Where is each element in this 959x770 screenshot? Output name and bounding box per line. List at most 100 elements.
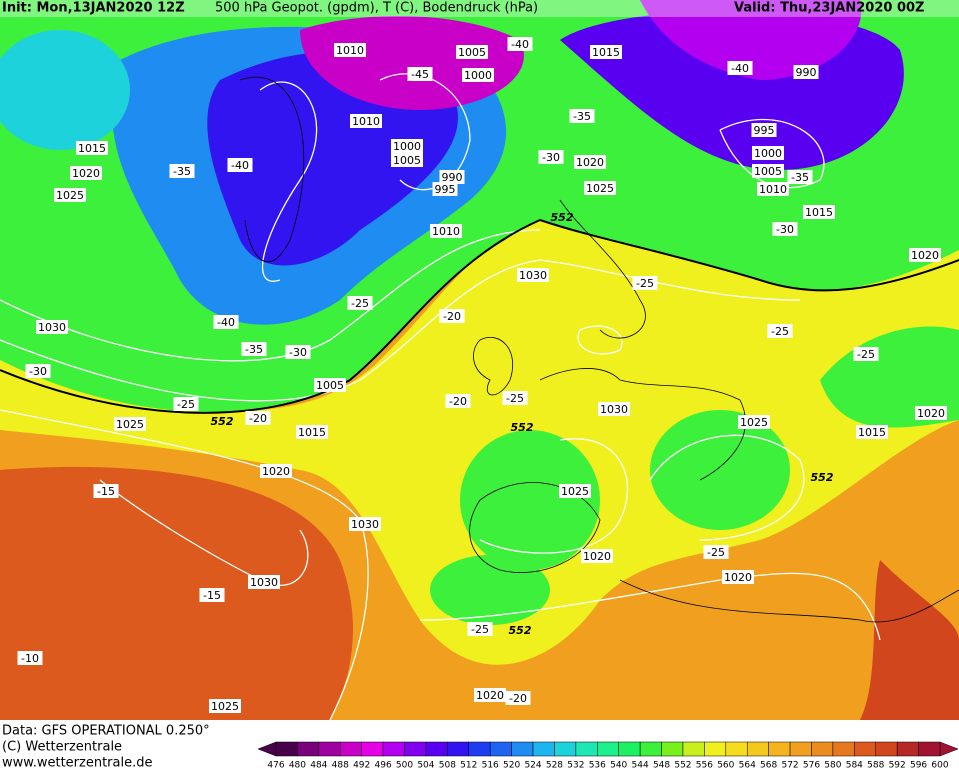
contour-label-box [507, 37, 533, 51]
contour-label: -30 [289, 346, 307, 359]
contour-label: 1025 [56, 189, 84, 202]
contour-label: 1010 [352, 115, 380, 128]
contour-label: 990 [796, 66, 817, 79]
contour-label-box [752, 146, 784, 160]
isobars [0, 73, 881, 720]
colorbar-label: 488 [332, 761, 349, 770]
contour-label-box [407, 67, 433, 81]
colorbar-swatch [575, 741, 598, 757]
colorbar-swatch [661, 741, 684, 757]
contour-label: 1015 [858, 426, 886, 439]
contour-label-box [517, 268, 549, 282]
colorbar-swatch [447, 741, 470, 757]
contour-label: 552 [811, 471, 834, 484]
contour-label: -25 [857, 348, 875, 361]
colorbar-label: 556 [696, 761, 713, 770]
contour-label-box [467, 622, 493, 636]
contour-label: -25 [636, 277, 654, 290]
colorbar-end [939, 741, 959, 757]
colorbar-swatch [704, 741, 727, 757]
contour-label: -30 [542, 151, 560, 164]
contour-label: -25 [707, 546, 725, 559]
colorbar: 476 480 484 488 492 496 500 504 508 512 516 520 524 5… [257, 741, 959, 770]
contour-label-box [793, 65, 819, 79]
contour-label-box [430, 224, 462, 238]
contour-label: -35 [173, 165, 191, 178]
contour-label-box [199, 588, 225, 602]
contour-label-box [772, 222, 798, 236]
contour-label: -10 [21, 652, 39, 665]
header-valid: Valid: Thu,23JAN2020 00Z [734, 1, 924, 16]
colorbar-label: 592 [889, 761, 906, 770]
contour-label-box [722, 570, 754, 584]
colorbar-end [257, 741, 277, 757]
contour-label-box [727, 61, 753, 75]
contour-label-box [502, 391, 528, 405]
contour-label: 1015 [78, 142, 106, 155]
contour-label: -20 [449, 395, 467, 408]
contour-label: 1030 [600, 403, 628, 416]
colorbar-label: 496 [375, 761, 392, 770]
contour-label: -35 [573, 110, 591, 123]
contour-label: -25 [177, 398, 195, 411]
colorbar-swatch [361, 741, 384, 757]
contour-label: 552 [551, 211, 574, 224]
contour-label: 1020 [262, 465, 290, 478]
contour-label-box [787, 170, 813, 184]
contour-label: 995 [754, 124, 775, 137]
header-bg [0, 0, 959, 17]
colorbar-label: 596 [910, 761, 927, 770]
contour-label: -40 [511, 38, 529, 51]
colorbar-swatch [682, 741, 705, 757]
colorbar-swatch [340, 741, 362, 757]
colorbar-swatch [297, 741, 320, 757]
contour-label: -35 [245, 343, 263, 356]
contour-label: -40 [217, 316, 235, 329]
contour-label-box [856, 425, 888, 439]
contour-label: 1025 [586, 182, 614, 195]
colorbar-label: 572 [781, 761, 798, 770]
colorbar-swatch [875, 741, 898, 757]
contour-label-box [751, 123, 777, 137]
contour-label: 1020 [576, 156, 604, 169]
field-green [460, 430, 600, 570]
contour-label-box [248, 575, 280, 589]
contour-label: 1005 [393, 154, 421, 167]
colorbar-label: 540 [610, 761, 627, 770]
colorbar-label: 480 [289, 761, 306, 770]
colorbar-swatch [489, 741, 512, 757]
contour-label-box [767, 324, 793, 338]
colorbar-swatch [468, 741, 491, 757]
contour-label-box [76, 141, 108, 155]
field-purple [300, 16, 524, 110]
contour-label-box [915, 406, 947, 420]
contour-label: 1030 [38, 321, 66, 334]
contour-label-box [314, 378, 346, 392]
contour-label: -45 [411, 68, 429, 81]
colorbar-swatch [554, 741, 577, 757]
contour-label-box [93, 484, 119, 498]
contour-label-box [703, 545, 729, 559]
header-title: 500 hPa Geopot. (gpdm), T (C), Bodendruc… [215, 1, 538, 16]
contour-label-box [590, 45, 622, 59]
contour-label: 1020 [724, 571, 752, 584]
contour-label: -40 [731, 62, 749, 75]
field-warm [0, 466, 353, 720]
contour-label: 1005 [754, 165, 782, 178]
footer-url: www.wetterzentrale.de [2, 756, 152, 770]
contour-label: 1025 [561, 485, 589, 498]
colorbar-label: 588 [867, 761, 884, 770]
contour-label: 1030 [250, 576, 278, 589]
contour-label-box [456, 45, 488, 59]
contour-label-box [70, 166, 102, 180]
colorbar-label: 580 [824, 761, 841, 770]
colorbar-swatch [318, 741, 341, 757]
contour-label: -25 [771, 325, 789, 338]
contour-label: 1015 [592, 46, 620, 59]
line-552 [0, 218, 959, 414]
contour-label: 1025 [211, 700, 239, 713]
colorbar-label: 516 [482, 761, 499, 770]
colorbar-label: 584 [846, 761, 863, 770]
